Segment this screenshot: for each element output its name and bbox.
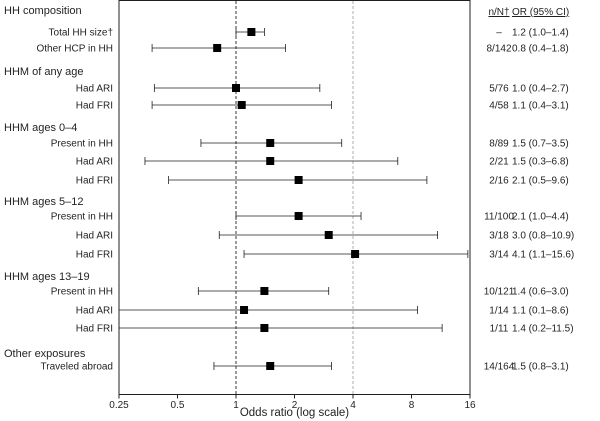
point-estimate xyxy=(266,139,275,147)
group-label: HHM ages 5–12 xyxy=(4,196,84,208)
group-label: HH composition xyxy=(4,5,82,17)
or-value: 1.4 (0.6–3.0) xyxy=(512,287,569,298)
n-value: 1/11 xyxy=(490,324,509,335)
n-value: 3/14 xyxy=(489,250,509,261)
n-value: 8/89 xyxy=(489,139,509,150)
n-value: 1/14 xyxy=(489,306,509,317)
row-label: Had FRI xyxy=(76,324,113,335)
point-estimate xyxy=(232,84,240,92)
point-estimate xyxy=(237,101,246,109)
or-column-header: OR (95% CI) xyxy=(512,7,569,18)
or-value: 1.1 (0.1–8.6) xyxy=(512,306,569,317)
or-value: 1.5 (0.7–3.5) xyxy=(512,139,569,150)
x-tick-label: 8 xyxy=(409,400,415,411)
group-5: Other exposures Traveled abroad 14/1641.5 … xyxy=(4,348,569,373)
n-value: 14/164 xyxy=(484,362,515,373)
forest-row: Other HCP in HH 8/142 0.8 (0.4–1.8) xyxy=(36,44,568,55)
row-label: Present in HH xyxy=(51,212,113,223)
n-value: 3/18 xyxy=(489,231,509,242)
n-column-header: n/N† xyxy=(488,7,509,18)
x-tick-label: 0.25 xyxy=(109,400,129,411)
or-value: 2.1 (0.5–9.6) xyxy=(512,176,569,187)
point-estimate xyxy=(266,157,275,165)
point-estimate xyxy=(294,176,303,184)
x-axis: 0.25 0.5 1 2 4 8 16 xyxy=(109,394,476,411)
group-2: HHM ages 0–4 Present in HH 8/89 1.5 (0.7–3.… xyxy=(4,122,569,187)
or-value: 3.0 (0.8–10.9) xyxy=(512,231,574,242)
or-value: 0.8 (0.4–1.8) xyxy=(512,44,569,55)
x-tick-label: 2 xyxy=(292,400,298,411)
n-value: 11/100 xyxy=(484,212,514,223)
forest-row: Had FRI 4/58 1.1 (0.4–3.1) xyxy=(76,101,569,112)
or-value: 1.5 (0.3–6.8) xyxy=(512,157,569,168)
row-label: Had ARI xyxy=(76,231,113,242)
row-label: Had FRI xyxy=(76,176,113,187)
or-value: 1.4 (0.2–11.5) xyxy=(512,324,574,335)
n-value: 8/142 xyxy=(486,44,511,55)
point-estimate xyxy=(351,250,360,258)
n-value: 4/58 xyxy=(489,101,509,112)
reference-lines xyxy=(235,1,354,395)
forest-row: Had ARI 2/21 1.5 (0.3–6.8) xyxy=(76,157,569,168)
row-label: Had FRI xyxy=(76,250,113,261)
n-value: 2/21 xyxy=(489,157,509,168)
or-value: 2.1 (1.0–4.4) xyxy=(512,212,569,223)
point-estimate xyxy=(324,231,333,239)
group-label: HHM of any age xyxy=(4,66,83,78)
row-label: Total HH size† xyxy=(49,28,113,39)
point-estimate xyxy=(240,306,249,314)
forest-row: Had ARI 5/76 1.0 (0.4–2.7) xyxy=(76,84,569,95)
forest-row: Present in HH 8/89 1.5 (0.7–3.5) xyxy=(51,139,569,150)
forest-row: Had ARI 3/18 3.0 (0.8–10.9) xyxy=(76,231,575,242)
x-tick-label: 4 xyxy=(350,400,356,411)
x-tick-label: 16 xyxy=(464,400,476,411)
forest-row: Had FRI 2/16 2.1 (0.5–9.6) xyxy=(76,176,569,187)
plot-rows: HH composition Total HH size† –1.2 (1.0–1.… xyxy=(4,5,574,373)
or-value: 1.5 (0.8–3.1) xyxy=(512,362,569,373)
row-label: Present in HH xyxy=(51,139,113,150)
or-value: 1.1 (0.4–3.1) xyxy=(512,101,569,112)
point-estimate xyxy=(247,28,256,36)
plot-frame xyxy=(118,0,471,395)
group-label: HHM ages 13–19 xyxy=(4,271,90,283)
forest-row: Had FRI 3/14 4.1 (1.1–15.6) xyxy=(76,250,575,261)
n-value: 5/76 xyxy=(489,84,509,95)
n-value: 10/121 xyxy=(484,287,515,298)
row-label: Other HCP in HH xyxy=(36,44,113,55)
row-label: Had ARI xyxy=(76,157,113,168)
forest-row: Had ARI 1/14 1.1 (0.1–8.6) xyxy=(76,306,569,317)
row-label: Had ARI xyxy=(76,306,113,317)
x-axis-title: Odds ratio (log scale) xyxy=(240,407,349,419)
row-label: Had ARI xyxy=(76,84,113,95)
row-label: Had FRI xyxy=(76,101,113,112)
group-label: HHM ages 0–4 xyxy=(4,122,77,134)
or-value: 4.1 (1.1–15.6) xyxy=(512,250,574,261)
point-estimate xyxy=(213,44,222,52)
point-estimate xyxy=(266,362,275,370)
x-tick-label: 1 xyxy=(233,400,239,411)
point-estimate xyxy=(260,324,269,332)
x-tick-label: 0.5 xyxy=(171,400,185,411)
group-label: Other exposures xyxy=(4,348,86,360)
or-value: 1.0 (0.4–2.7) xyxy=(512,84,569,95)
n-value: 2/16 xyxy=(489,176,509,187)
point-estimate xyxy=(260,287,269,295)
group-0: HH composition Total HH size† –1.2 (1.0–1.… xyxy=(4,5,569,55)
n-value: – xyxy=(496,28,502,39)
row-label: Traveled abroad xyxy=(41,362,113,373)
or-value: 1.2 (1.0–1.4) xyxy=(512,28,569,39)
forest-row: Had FRI 1/11 1.4 (0.2–11.5) xyxy=(76,324,574,335)
forest-row: Total HH size† –1.2 (1.0–1.4) xyxy=(49,28,569,39)
point-estimate xyxy=(294,212,303,220)
row-label: Present in HH xyxy=(51,287,113,298)
